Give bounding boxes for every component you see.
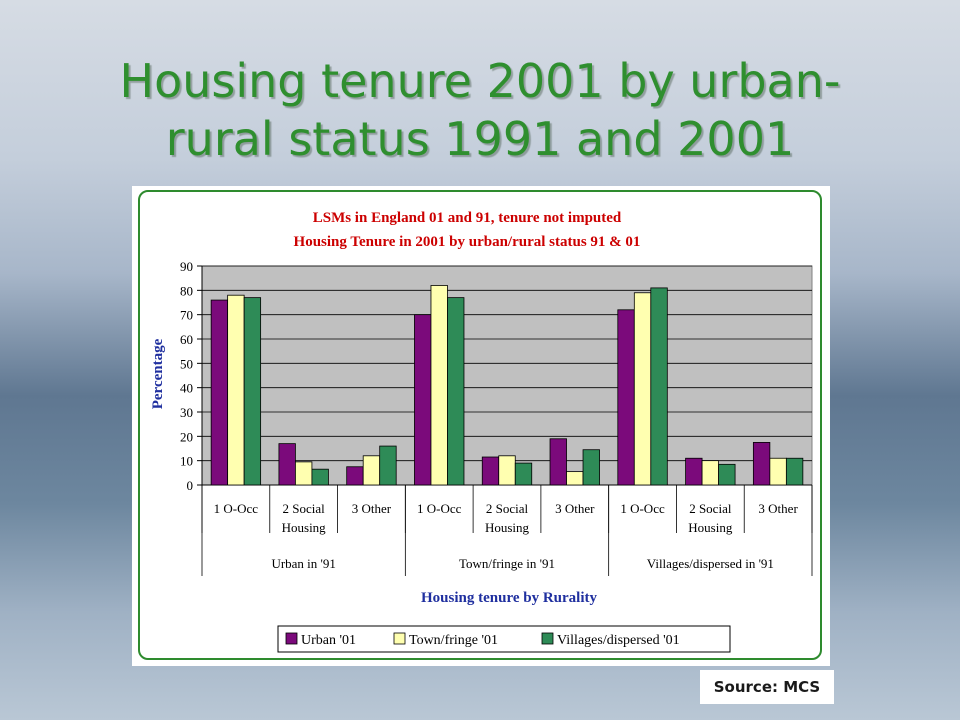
bar xyxy=(210,299,229,486)
bar xyxy=(362,455,381,486)
bar xyxy=(514,462,533,486)
bar xyxy=(701,460,719,486)
bar xyxy=(243,297,262,486)
y-tick-label: 10 xyxy=(180,454,193,469)
bar xyxy=(769,457,787,486)
chart-title-line-2: Housing Tenure in 2001 by urban/rural st… xyxy=(294,234,641,250)
y-axis-label: Percentage xyxy=(150,338,166,409)
category-label-line-1: 1 O-Occ xyxy=(620,501,665,516)
category-label-line-1: 3 Other xyxy=(352,501,392,516)
chart-title-line-1: LSMs in England 01 and 91, tenure not im… xyxy=(313,210,622,226)
legend-label: Town/fringe '01 xyxy=(409,633,498,648)
bar xyxy=(447,297,465,486)
bar xyxy=(718,463,736,486)
legend: Urban '01 Town/fringe '01 Villages/dispers… xyxy=(277,625,731,653)
bar xyxy=(582,449,600,486)
category-label-line-2: Housing xyxy=(282,520,327,535)
y-tick-label: 60 xyxy=(180,332,193,347)
group-label: Town/fringe in '91 xyxy=(459,556,555,571)
bar xyxy=(685,457,703,486)
x-axis-label: Housing tenure by Rurality xyxy=(421,590,597,606)
group-label: Villages/dispersed in '91 xyxy=(647,556,774,571)
bar xyxy=(430,285,448,486)
bar xyxy=(481,456,500,486)
y-tick-label: 40 xyxy=(180,381,193,396)
slide-title-line-1: Housing tenure 2001 by urban- xyxy=(119,54,841,108)
y-tick-label: 90 xyxy=(180,259,193,274)
bar xyxy=(617,309,635,486)
bar xyxy=(549,438,567,486)
plot-area: 0 10 20 30 40 50 60 70 80 90 1 O-Occ 2 Social Housin… xyxy=(180,259,813,576)
legend-swatch xyxy=(393,632,406,645)
category-label-line-2: Housing xyxy=(485,520,530,535)
bar xyxy=(278,443,296,486)
source-note: Source: MCS xyxy=(700,670,834,704)
category-label-line-1: 2 Social xyxy=(283,501,326,516)
bar xyxy=(414,314,432,486)
bar xyxy=(785,457,804,486)
chart-border xyxy=(138,190,822,660)
bar xyxy=(227,294,245,486)
category-label-line-1: 1 O-Occ xyxy=(214,501,259,516)
category-label-line-2: Housing xyxy=(688,520,733,535)
bar xyxy=(752,442,771,486)
legend-swatch xyxy=(541,632,554,645)
bar xyxy=(311,468,329,486)
y-tick-label: 30 xyxy=(180,405,193,420)
y-tick-label: 80 xyxy=(180,283,193,298)
legend-label: Villages/dispersed '01 xyxy=(557,633,680,648)
legend-swatch xyxy=(285,632,298,645)
y-tick-label: 50 xyxy=(180,356,193,371)
legend-box xyxy=(277,625,731,653)
chart-frame: LSMs in England 01 and 91, tenure not im… xyxy=(132,186,830,666)
bar xyxy=(633,292,652,486)
category-label-line-1: 1 O-Occ xyxy=(417,501,462,516)
y-tick-label: 70 xyxy=(180,308,193,323)
y-tick-label: 20 xyxy=(180,429,193,444)
legend-label: Urban '01 xyxy=(301,633,356,648)
bar xyxy=(346,466,364,486)
bar-chart: LSMs in England 01 and 91, tenure not im… xyxy=(150,210,813,653)
category-label-line-1: 2 Social xyxy=(689,501,732,516)
category-label-line-1: 3 Other xyxy=(555,501,595,516)
slide-title-line-2: rural status 1991 and 2001 xyxy=(165,112,795,166)
category-label-line-1: 2 Social xyxy=(486,501,529,516)
y-tick-label: 0 xyxy=(187,478,194,493)
bar xyxy=(295,461,313,486)
bar xyxy=(650,287,668,486)
category-label-line-1: 3 Other xyxy=(758,501,798,516)
bar xyxy=(379,445,397,486)
bar xyxy=(566,471,584,486)
bar xyxy=(498,455,516,486)
slide-title: Housing tenure 2001 by urban- rural stat… xyxy=(60,52,900,168)
group-label: Urban in '91 xyxy=(271,556,335,571)
